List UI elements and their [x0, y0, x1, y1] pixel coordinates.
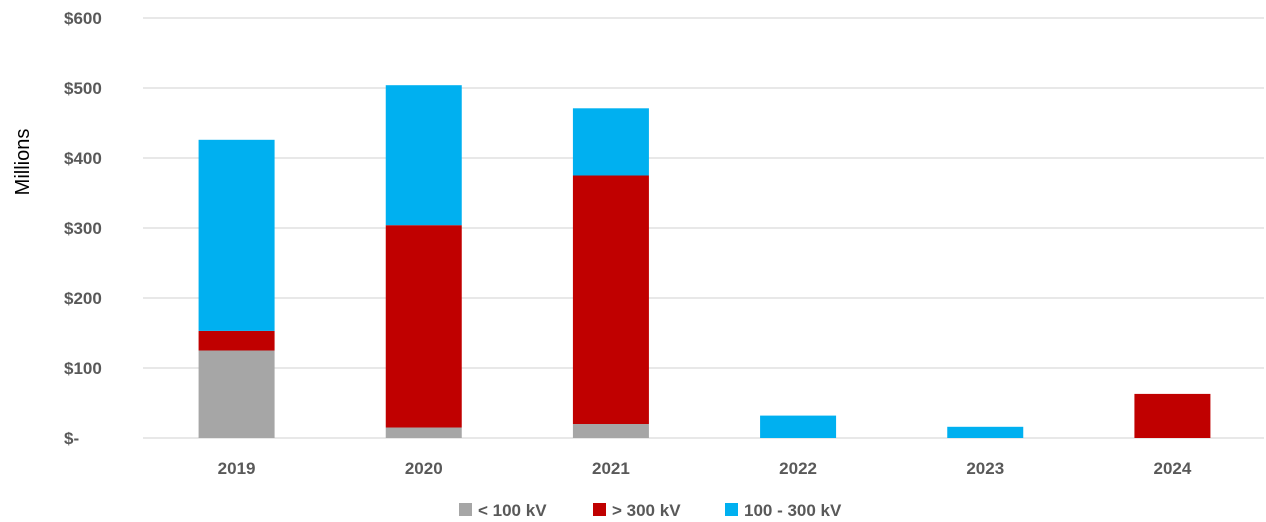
bar-2021-series-2: [572, 108, 649, 176]
x-tick-label: 2023: [966, 459, 1004, 478]
legend-swatch: [459, 503, 472, 516]
bar-2022-series-2: [760, 415, 837, 438]
bar-2024-series-1: [1134, 393, 1211, 438]
legend-label: < 100 kV: [478, 501, 547, 520]
bars: [198, 85, 1211, 438]
bar-2019-series-1: [198, 330, 275, 351]
x-tick-label: 2020: [405, 459, 443, 478]
bar-2021-series-0: [572, 424, 649, 438]
y-tick-label: $100: [64, 359, 102, 378]
bar-2021-series-1: [572, 175, 649, 424]
y-tick-label: $-: [64, 429, 79, 448]
y-tick-label: $600: [64, 9, 102, 28]
bar-2020-series-0: [385, 427, 462, 438]
legend-label: > 300 kV: [612, 501, 681, 520]
gridlines: [143, 17, 1264, 439]
legend: < 100 kV > 300 kV 100 - 300 kV: [459, 501, 842, 520]
x-tick-label: 2022: [779, 459, 817, 478]
x-tick-label: 2019: [218, 459, 256, 478]
y-tick-label: $400: [64, 149, 102, 168]
bar-2020-series-1: [385, 225, 462, 428]
y-tick-label: $200: [64, 289, 102, 308]
bar-2019-series-2: [198, 139, 275, 331]
x-axis-ticks: 2019 2020 2021 2022 2023 2024: [218, 459, 1192, 478]
x-tick-label: 2024: [1154, 459, 1192, 478]
y-axis-title: Millions: [12, 129, 34, 196]
y-axis-ticks: $- $100 $200 $300 $400 $500 $600: [64, 9, 102, 448]
bar-2023-series-2: [947, 426, 1024, 438]
legend-swatch: [593, 503, 606, 516]
bar-2020-series-2: [385, 85, 462, 226]
bar-2019-series-0: [198, 350, 275, 438]
legend-swatch: [725, 503, 738, 516]
legend-label: 100 - 300 kV: [744, 501, 842, 520]
x-tick-label: 2021: [592, 459, 630, 478]
y-tick-label: $500: [64, 79, 102, 98]
y-tick-label: $300: [64, 219, 102, 238]
